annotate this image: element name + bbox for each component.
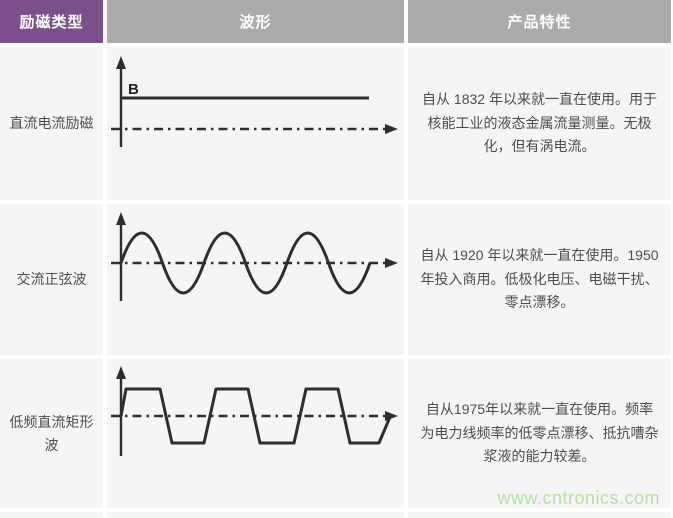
header-waveform: 波形	[107, 0, 404, 43]
row-ac-waveform-cell	[107, 204, 404, 355]
horizontal-axis-dashdot	[111, 257, 398, 268]
clipped-next-row-cell	[0, 512, 103, 518]
dc-square-waveform-icon	[111, 365, 398, 456]
row-square-waveform-cell	[107, 359, 404, 508]
row-dc-type-label: 直流电流励磁	[0, 47, 103, 200]
row-square-type-label: 低频直流矩形波	[0, 359, 103, 508]
header-product-characteristics: 产品特性	[408, 0, 671, 43]
row-ac-type-label: 交流正弦波	[0, 204, 103, 355]
vertical-axis	[116, 365, 126, 456]
row-dc-characteristics: 自从 1832 年以来就一直在使用。用于核能工业的液态金属流量测量。无极化，但有…	[408, 47, 671, 200]
row-dc-waveform-cell: B	[107, 47, 404, 200]
clipped-next-row-cell	[408, 512, 671, 518]
horizontal-axis-dashdot	[111, 123, 398, 134]
row-ac-characteristics: 自从 1920 年以来就一直在使用。1950 年投入商用。低极化电压、电磁干扰、…	[408, 204, 671, 355]
clipped-next-row-cell	[107, 512, 404, 518]
flux-density-b-label: B	[128, 81, 139, 98]
row-square-characteristics: 自从1975年以来就一直在使用。频率为电力线频率的低零点漂移、抵抗嘈杂浆液的能力…	[408, 359, 671, 508]
dc-constant-line-waveform-icon: B	[111, 55, 398, 147]
ac-sine-waveform-icon	[111, 211, 398, 301]
header-excitation-type: 励磁类型	[0, 0, 103, 43]
sine-curve	[119, 231, 372, 294]
trapezoid-square-curve	[119, 387, 392, 444]
vertical-axis	[116, 55, 126, 147]
